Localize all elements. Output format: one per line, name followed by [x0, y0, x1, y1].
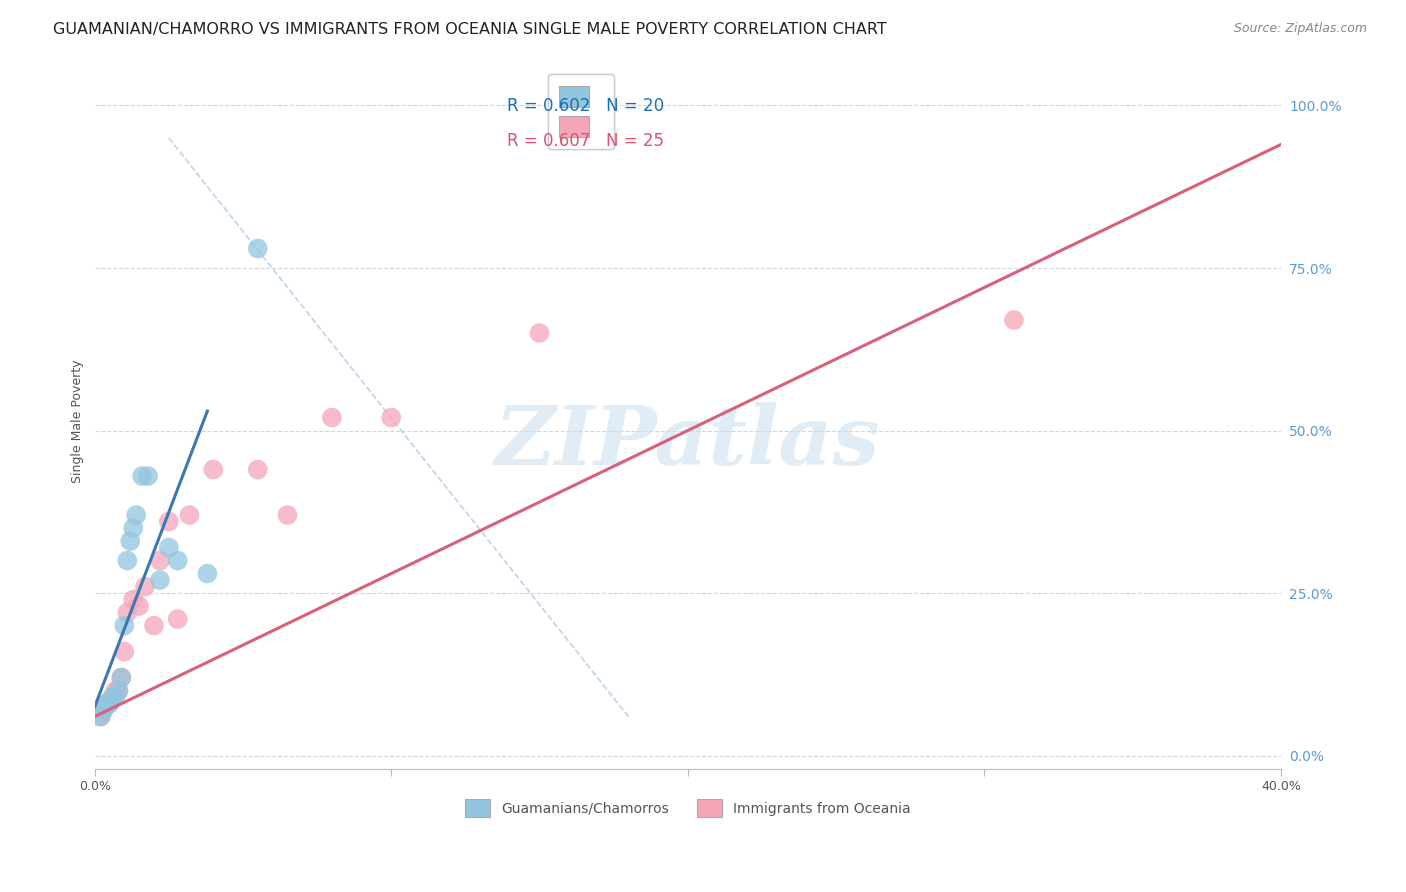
Point: [120, 534, 142, 549]
Point: [90, 709, 112, 723]
Legend: Guamanians/Chamorros, Immigrants from Oceania: Guamanians/Chamorros, Immigrants from Oc…: [458, 792, 917, 824]
Point: [122, 521, 145, 535]
Point: [143, 618, 166, 632]
Point: [96, 697, 118, 711]
Point: [157, 541, 180, 555]
Point: [107, 683, 129, 698]
Point: [104, 690, 127, 704]
Text: R = 0.602   N = 20: R = 0.602 N = 20: [508, 97, 665, 115]
Point: [246, 242, 269, 256]
Point: [93, 703, 115, 717]
Point: [117, 553, 139, 567]
Point: [149, 553, 172, 567]
Point: [96, 697, 118, 711]
Point: [131, 469, 153, 483]
Point: [321, 410, 343, 425]
Point: [125, 508, 148, 522]
Point: [107, 683, 129, 698]
Point: [276, 508, 298, 522]
Point: [90, 709, 112, 723]
Text: Source: ZipAtlas.com: Source: ZipAtlas.com: [1233, 22, 1367, 36]
Point: [117, 606, 139, 620]
Point: [104, 683, 127, 698]
Point: [166, 553, 188, 567]
Point: [157, 515, 180, 529]
Point: [195, 566, 218, 581]
Point: [110, 671, 132, 685]
Point: [1002, 313, 1025, 327]
Text: ZIPatlas: ZIPatlas: [495, 401, 880, 482]
Point: [529, 326, 551, 340]
Point: [246, 462, 269, 476]
Point: [134, 580, 156, 594]
Point: [202, 462, 225, 476]
Text: GUAMANIAN/CHAMORRO VS IMMIGRANTS FROM OCEANIA SINGLE MALE POVERTY CORRELATION CH: GUAMANIAN/CHAMORRO VS IMMIGRANTS FROM OC…: [53, 22, 887, 37]
Point: [128, 599, 150, 613]
Y-axis label: Single Male Poverty: Single Male Poverty: [72, 359, 84, 483]
Point: [122, 592, 145, 607]
Point: [149, 573, 172, 587]
Point: [101, 690, 124, 704]
Point: [166, 612, 188, 626]
Point: [136, 469, 159, 483]
Point: [179, 508, 201, 522]
Point: [98, 697, 121, 711]
Point: [112, 618, 135, 632]
Point: [380, 410, 402, 425]
Point: [101, 690, 124, 704]
Point: [110, 671, 132, 685]
Text: R = 0.607   N = 25: R = 0.607 N = 25: [508, 132, 665, 150]
Point: [93, 703, 115, 717]
Point: [112, 644, 135, 658]
Point: [98, 697, 121, 711]
